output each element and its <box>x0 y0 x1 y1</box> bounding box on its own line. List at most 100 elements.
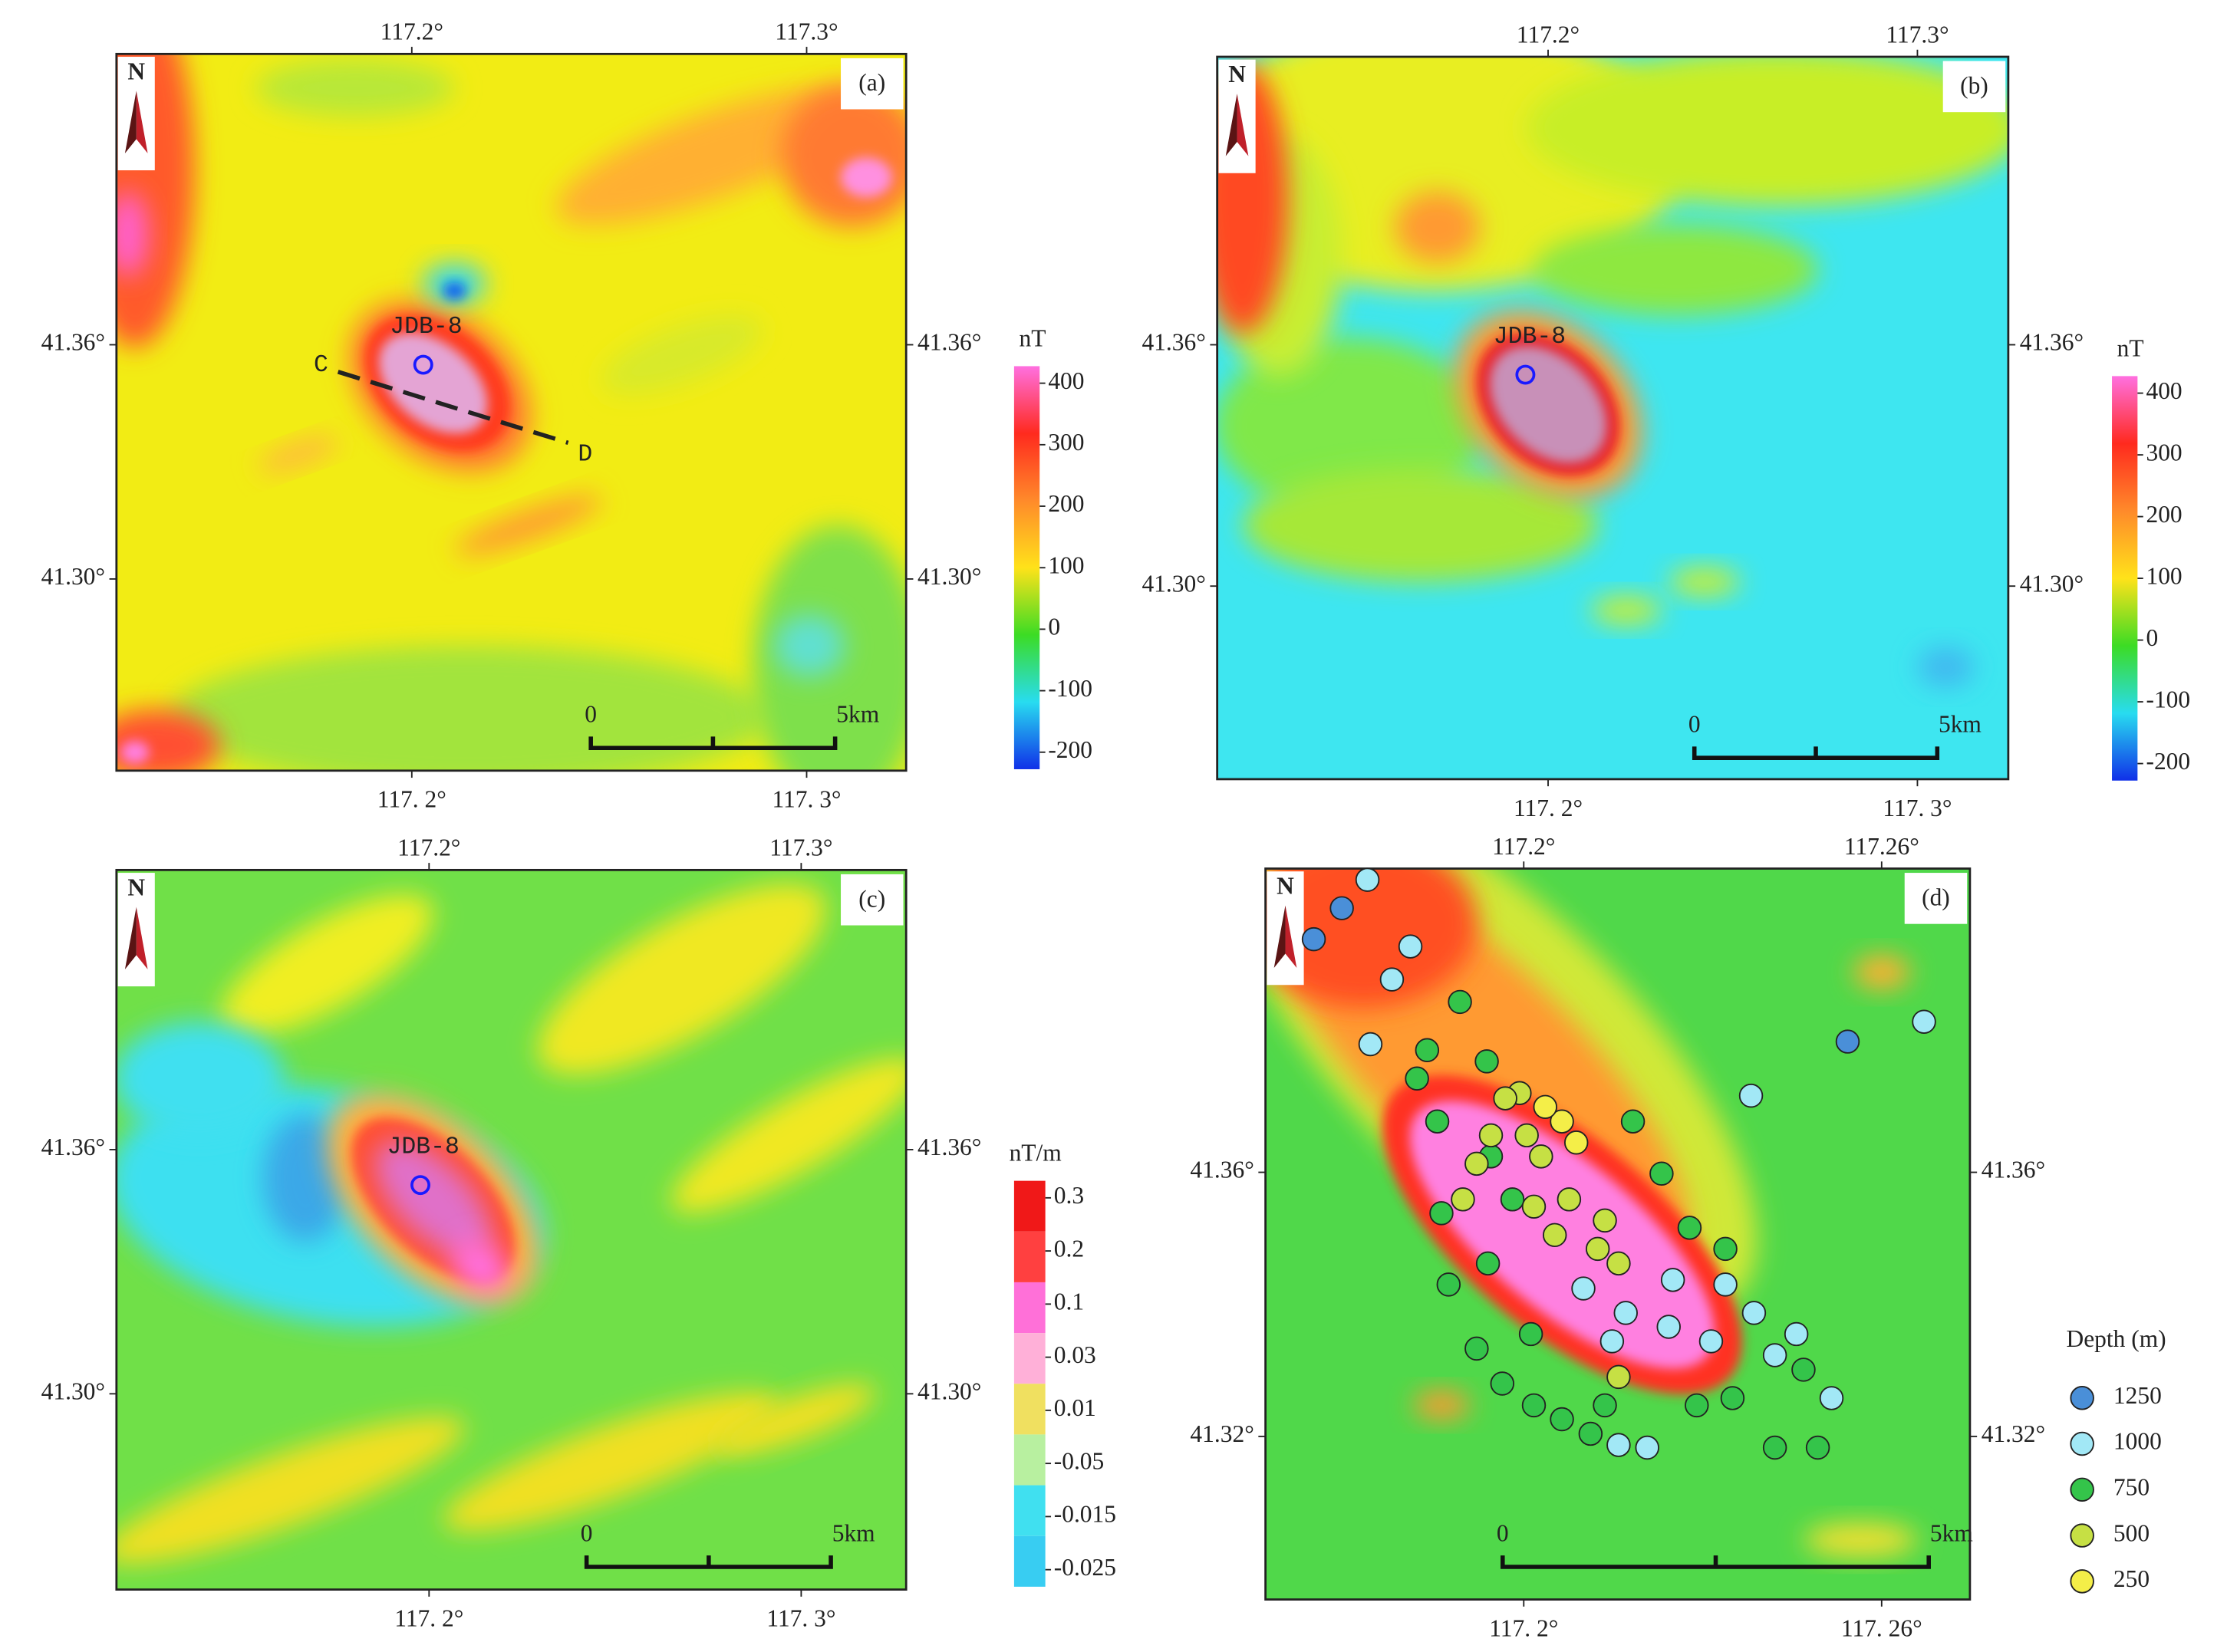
depth-point <box>1451 1187 1475 1212</box>
y-tick-label: 41.30° <box>917 563 981 590</box>
map-field <box>1217 57 2008 779</box>
depth-point <box>1415 1038 1440 1062</box>
y-tick-label: 41.36° <box>2020 329 2084 356</box>
depth-point <box>1358 1032 1383 1057</box>
anomaly <box>1395 191 1481 263</box>
depth-point <box>1791 1357 1816 1382</box>
panel-label: (c) <box>858 885 885 912</box>
depth-point <box>1301 926 1326 952</box>
colorbar-label: 100 <box>2146 562 2182 589</box>
depth-point <box>1563 1130 1589 1155</box>
scale-label: 5km <box>1930 1519 1973 1546</box>
anomaly <box>454 495 602 555</box>
depth-point <box>1720 1386 1745 1410</box>
colorbar-label: -200 <box>2146 748 2190 775</box>
y-tick-label: 41.32° <box>1190 1420 1254 1447</box>
y-tick-label: 41.36° <box>41 1134 105 1160</box>
map-frame <box>115 868 908 1591</box>
north-arrow <box>136 90 148 153</box>
legend-swatch <box>2070 1569 2094 1594</box>
depth-point <box>1436 1272 1461 1297</box>
x-tick-label: 117. 2° <box>1514 795 1583 821</box>
label-box <box>841 874 904 926</box>
x-tick-label: 117. 2° <box>394 1605 463 1632</box>
depth-point <box>1677 1216 1702 1240</box>
colorbar-label: -0.025 <box>1054 1554 1116 1581</box>
depth-point <box>1533 1094 1558 1120</box>
north-arrow <box>1225 94 1237 156</box>
y-tick-label: 41.36° <box>1982 1157 2045 1183</box>
legend-label: 1250 <box>2113 1382 2162 1409</box>
anomaly <box>841 157 892 198</box>
anomaly <box>753 525 907 771</box>
y-tick-label: 41.30° <box>41 563 105 590</box>
depth-point <box>1521 1393 1547 1418</box>
anomaly <box>262 1114 348 1242</box>
legend-label: 500 <box>2113 1519 2150 1546</box>
map-panel: 117.2° 117.3° 117. 2° 117. 3° 41.36° 41.30° 41… <box>1142 21 2190 821</box>
depth-point <box>1593 1208 1617 1233</box>
anomaly <box>443 282 466 300</box>
depth-point <box>1606 1251 1631 1276</box>
legend-swatch <box>2070 1523 2094 1548</box>
depth-point <box>1474 1049 1499 1074</box>
panel-label: (d) <box>1922 884 1950 910</box>
depth-point <box>1762 1435 1787 1460</box>
depth-point <box>1500 1187 1525 1212</box>
y-tick-label: 41.30° <box>41 1378 105 1405</box>
colorbar-swatch <box>1013 1231 1046 1282</box>
anomaly <box>1489 346 1607 463</box>
anomaly <box>537 884 826 1075</box>
scale-label: 5km <box>1939 711 1982 738</box>
depth-point <box>1912 1009 1936 1034</box>
panel-label: (b) <box>1960 72 1988 99</box>
colorbar-swatch <box>1013 1434 1046 1486</box>
scale-bar <box>1692 746 1940 760</box>
anomaly <box>1853 955 1911 989</box>
anomaly <box>116 1022 285 1136</box>
depth-point <box>1448 989 1472 1015</box>
legend: Depth (m) 1250 1000 750 500 250 <box>2066 1325 2166 1594</box>
legend-label: 1000 <box>2113 1428 2162 1455</box>
colorbar-swatch <box>1013 1282 1046 1334</box>
anomaly <box>1265 868 1478 1008</box>
well <box>1515 364 1536 385</box>
depth-point <box>1784 1321 1809 1347</box>
depth-point <box>1571 1276 1596 1301</box>
colorbar-swatch <box>1013 1535 1046 1587</box>
y-tick-label: 41.36° <box>1190 1157 1254 1183</box>
y-tick-label: 41.30° <box>917 1378 981 1405</box>
colorbar-label: 0.1 <box>1054 1288 1084 1315</box>
anomaly <box>1413 1390 1471 1420</box>
scale-bar <box>584 1555 833 1569</box>
colorbar-label: 400 <box>1048 367 1084 394</box>
legend-swatch <box>2070 1431 2094 1456</box>
colorbar-swatch <box>1013 1333 1046 1384</box>
depth-point <box>1521 1194 1547 1219</box>
depth-point <box>1593 1393 1617 1418</box>
depth-point <box>1599 1329 1625 1354</box>
colorbar-swatch <box>1013 1180 1046 1232</box>
depth-point <box>1475 1251 1501 1276</box>
anomaly <box>1804 1522 1918 1558</box>
depth-point <box>1550 1407 1574 1432</box>
map-panel: 117.2° 117.3° 117. 2° 117. 3° 41.36° 41.30° 41… <box>41 834 1116 1632</box>
legend-swatch <box>2070 1386 2094 1410</box>
depth-point <box>1329 896 1354 920</box>
depth-point <box>1578 1421 1603 1446</box>
anomaly <box>1527 57 2008 206</box>
colorbar-label: 200 <box>1048 490 1084 517</box>
y-tick-label: 41.36° <box>917 1134 981 1160</box>
label-box <box>841 58 904 110</box>
depth-point <box>1490 1371 1515 1396</box>
depth-point <box>1464 1336 1489 1361</box>
depth-point <box>1478 1123 1504 1148</box>
colorbar-label: 0.01 <box>1054 1394 1096 1421</box>
colorbar-label: 0 <box>2146 624 2158 651</box>
colorbar-label: 300 <box>1048 429 1084 456</box>
anomaly <box>258 436 339 472</box>
colorbar-swatch <box>1013 1384 1046 1435</box>
depth-point <box>1514 1123 1539 1148</box>
x-tick-label: 117.2° <box>1492 833 1555 860</box>
